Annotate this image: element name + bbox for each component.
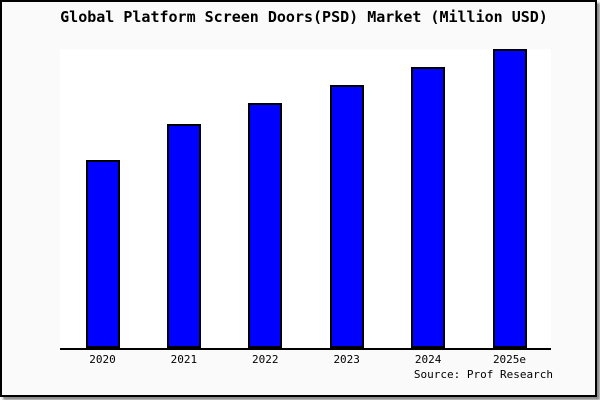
x-tick-label-2025e: 2025e (492, 353, 527, 366)
bar-2021 (166, 124, 201, 348)
plot-area (60, 49, 551, 350)
bar-2023 (329, 85, 364, 348)
bar-2022 (248, 103, 283, 348)
bar-2024 (411, 67, 446, 348)
x-tick-label-2022: 2022 (252, 353, 279, 366)
source-note: Source: Prof Research (413, 368, 553, 381)
bar-2020 (85, 160, 120, 348)
x-tick-label-2021: 2021 (170, 353, 198, 366)
chart-title: Global Platform Screen Doors(PSD) Market… (60, 8, 548, 26)
x-tick-label-2024: 2024 (414, 353, 442, 366)
bar-2025e (492, 49, 527, 348)
x-tick-label-2023: 2023 (333, 353, 360, 366)
x-tick-label-2020: 2020 (89, 353, 116, 366)
